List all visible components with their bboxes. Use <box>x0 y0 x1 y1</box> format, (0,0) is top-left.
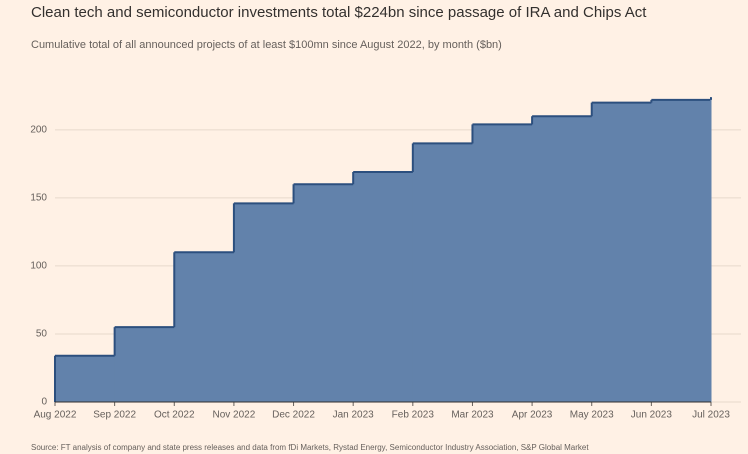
x-tick-label: Dec 2022 <box>272 410 315 421</box>
area-step <box>651 99 712 402</box>
x-tick-label: Feb 2023 <box>392 410 435 421</box>
x-tick-label: Aug 2022 <box>34 410 77 421</box>
y-tick-label: 100 <box>30 261 47 272</box>
y-tick-label: 50 <box>36 329 48 340</box>
area-step <box>55 355 116 402</box>
area-step <box>472 124 533 403</box>
area-step <box>412 143 473 402</box>
chart-subtitle: Cumulative total of all announced projec… <box>31 39 502 51</box>
chart-title: Clean tech and semiconductor investments… <box>31 4 647 21</box>
x-tick-label: Jul 2023 <box>692 410 730 421</box>
x-tick-label: Sep 2022 <box>93 410 136 421</box>
area-step <box>591 102 652 402</box>
x-tick-label: Apr 2023 <box>512 410 553 421</box>
area-step <box>710 97 711 402</box>
y-tick-label: 200 <box>30 124 47 135</box>
area-step <box>233 203 295 402</box>
area-step <box>532 116 593 402</box>
y-tick-label: 0 <box>41 397 47 408</box>
area-step <box>293 184 354 402</box>
x-tick-label: Oct 2022 <box>154 410 195 421</box>
x-tick-label: Jan 2023 <box>333 410 375 421</box>
x-tick-label: May 2023 <box>570 410 614 421</box>
area-step <box>114 327 175 402</box>
source-note: Source: FT analysis of company and state… <box>31 443 589 452</box>
x-tick-label: Nov 2022 <box>213 410 256 421</box>
x-tick-label: Mar 2023 <box>451 410 494 421</box>
x-tick-label: Jun 2023 <box>631 410 673 421</box>
y-tick-label: 150 <box>30 193 47 204</box>
area-step <box>353 172 414 402</box>
area-step <box>174 252 235 402</box>
